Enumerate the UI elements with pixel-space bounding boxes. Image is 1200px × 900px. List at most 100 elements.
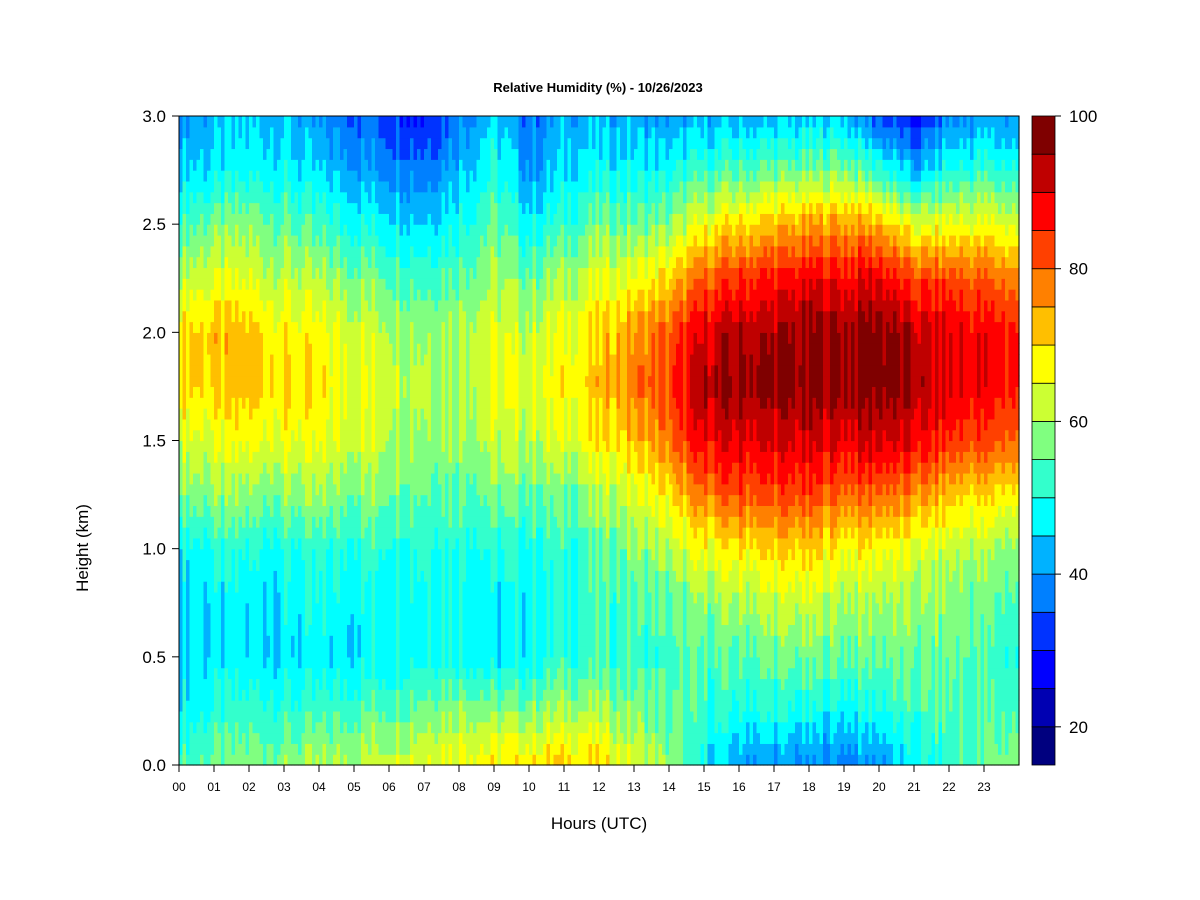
- heatmap-cell: [421, 213, 425, 224]
- heatmap-cell: [221, 646, 225, 657]
- heatmap-cell: [214, 322, 218, 333]
- heatmap-cell: [235, 559, 239, 570]
- heatmap-cell: [302, 549, 306, 560]
- heatmap-cell: [183, 267, 187, 278]
- heatmap-cell: [365, 581, 369, 592]
- heatmap-cell: [354, 127, 358, 138]
- heatmap-cell: [344, 192, 348, 203]
- heatmap-cell: [232, 170, 236, 181]
- heatmap-cell: [382, 224, 386, 235]
- heatmap-cell: [330, 527, 334, 538]
- heatmap-cell: [382, 635, 386, 646]
- heatmap-cell: [225, 570, 229, 581]
- heatmap-cell: [183, 689, 187, 700]
- heatmap-cell: [442, 181, 446, 192]
- heatmap-cell: [204, 743, 208, 754]
- heatmap-cell: [456, 376, 460, 387]
- heatmap-cell: [204, 549, 208, 560]
- heatmap-cell: [417, 365, 421, 376]
- heatmap-cell: [218, 635, 222, 646]
- heatmap-cell: [295, 549, 299, 560]
- heatmap-cell: [400, 354, 404, 365]
- heatmap-cell: [403, 733, 407, 744]
- heatmap-cell: [442, 343, 446, 354]
- heatmap-cell: [221, 592, 225, 603]
- heatmap-cell: [407, 635, 411, 646]
- heatmap-cell: [414, 376, 418, 387]
- heatmap-cell: [246, 549, 250, 560]
- heatmap-cell: [274, 203, 278, 214]
- heatmap-cell: [351, 559, 355, 570]
- heatmap-cell: [452, 657, 456, 668]
- heatmap-cell: [403, 300, 407, 311]
- heatmap-cell: [298, 441, 302, 452]
- heatmap-cell: [344, 148, 348, 159]
- heatmap-cell: [253, 538, 257, 549]
- heatmap-cell: [249, 733, 253, 744]
- heatmap-cell: [274, 116, 278, 127]
- heatmap-cell: [207, 743, 211, 754]
- heatmap-cell: [435, 397, 439, 408]
- heatmap-cell: [200, 170, 204, 181]
- heatmap-cell: [242, 657, 246, 668]
- heatmap-cell: [207, 365, 211, 376]
- heatmap-cell: [197, 549, 201, 560]
- heatmap-cell: [281, 289, 285, 300]
- heatmap-cell: [211, 203, 215, 214]
- heatmap-cell: [424, 592, 428, 603]
- heatmap-cell: [407, 224, 411, 235]
- heatmap-cell: [442, 505, 446, 516]
- heatmap-cell: [214, 711, 218, 722]
- heatmap-cell: [270, 311, 274, 322]
- heatmap-cell: [407, 441, 411, 452]
- heatmap-cell: [368, 689, 372, 700]
- heatmap-cell: [221, 635, 225, 646]
- heatmap-cell: [207, 116, 211, 127]
- heatmap-cell: [389, 332, 393, 343]
- heatmap-cell: [463, 451, 467, 462]
- heatmap-cell: [249, 462, 253, 473]
- heatmap-cell: [211, 495, 215, 506]
- heatmap-cell: [393, 192, 397, 203]
- heatmap-cell: [459, 343, 463, 354]
- heatmap-cell: [449, 376, 453, 387]
- heatmap-cell: [396, 332, 400, 343]
- heatmap-cell: [372, 711, 376, 722]
- heatmap-cell: [281, 700, 285, 711]
- heatmap-cell: [312, 624, 316, 635]
- heatmap-cell: [316, 473, 320, 484]
- heatmap-cell: [442, 743, 446, 754]
- heatmap-cell: [267, 354, 271, 365]
- heatmap-cell: [288, 116, 292, 127]
- heatmap-cell: [442, 624, 446, 635]
- heatmap-cell: [284, 592, 288, 603]
- heatmap-cell: [365, 408, 369, 419]
- heatmap-cell: [337, 159, 341, 170]
- heatmap-cell: [246, 624, 250, 635]
- heatmap-cell: [379, 592, 383, 603]
- heatmap-cell: [330, 170, 334, 181]
- heatmap-cell: [354, 603, 358, 614]
- heatmap-cell: [400, 408, 404, 419]
- heatmap-cell: [386, 462, 390, 473]
- heatmap-cell: [389, 570, 393, 581]
- heatmap-cell: [232, 754, 236, 765]
- heatmap-cell: [267, 430, 271, 441]
- heatmap-cell: [417, 527, 421, 538]
- heatmap-cell: [228, 332, 232, 343]
- heatmap-cell: [396, 570, 400, 581]
- heatmap-cell: [375, 495, 379, 506]
- heatmap-cell: [396, 657, 400, 668]
- heatmap-cell: [386, 386, 390, 397]
- heatmap-cell: [326, 376, 330, 387]
- heatmap-cell: [235, 700, 239, 711]
- heatmap-cell: [312, 495, 316, 506]
- heatmap-cell: [396, 138, 400, 149]
- heatmap-cell: [277, 689, 281, 700]
- heatmap-cell: [302, 635, 306, 646]
- heatmap-cell: [382, 159, 386, 170]
- heatmap-cell: [218, 170, 222, 181]
- heatmap-cell: [193, 300, 197, 311]
- heatmap-cell: [396, 343, 400, 354]
- heatmap-cell: [312, 635, 316, 646]
